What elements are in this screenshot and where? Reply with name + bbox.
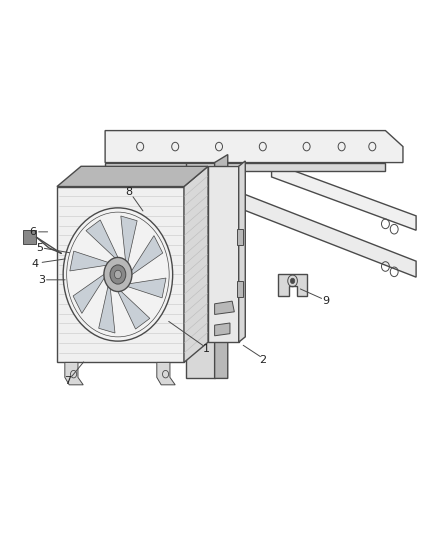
- Text: 6: 6: [29, 227, 36, 237]
- Text: 8: 8: [126, 187, 133, 197]
- Polygon shape: [105, 163, 385, 171]
- Circle shape: [63, 208, 173, 341]
- Polygon shape: [215, 155, 228, 378]
- Text: 4: 4: [32, 259, 39, 269]
- Polygon shape: [117, 289, 150, 329]
- Polygon shape: [272, 163, 416, 230]
- Polygon shape: [245, 195, 416, 277]
- Polygon shape: [237, 229, 243, 245]
- Polygon shape: [126, 278, 166, 298]
- Text: 9: 9: [323, 296, 330, 306]
- Polygon shape: [278, 274, 307, 296]
- Text: 1: 1: [202, 344, 209, 354]
- Polygon shape: [186, 163, 215, 378]
- Polygon shape: [65, 362, 83, 385]
- Polygon shape: [57, 166, 208, 187]
- Circle shape: [104, 257, 132, 292]
- Polygon shape: [130, 236, 163, 276]
- Circle shape: [110, 265, 126, 284]
- Polygon shape: [99, 284, 115, 333]
- Polygon shape: [70, 251, 110, 271]
- Text: 3: 3: [38, 275, 45, 285]
- Polygon shape: [184, 166, 208, 362]
- Polygon shape: [237, 281, 243, 297]
- Polygon shape: [57, 187, 184, 362]
- Polygon shape: [215, 323, 230, 336]
- Text: 5: 5: [36, 243, 43, 253]
- Text: 2: 2: [259, 355, 266, 365]
- Polygon shape: [239, 161, 245, 342]
- Polygon shape: [121, 216, 137, 265]
- Polygon shape: [215, 301, 234, 314]
- Polygon shape: [86, 220, 119, 260]
- Polygon shape: [105, 131, 403, 163]
- Circle shape: [290, 278, 295, 284]
- Polygon shape: [208, 166, 239, 342]
- Circle shape: [114, 270, 121, 279]
- Text: 7: 7: [64, 376, 71, 386]
- Polygon shape: [73, 273, 106, 313]
- Polygon shape: [23, 230, 36, 244]
- Polygon shape: [157, 362, 175, 385]
